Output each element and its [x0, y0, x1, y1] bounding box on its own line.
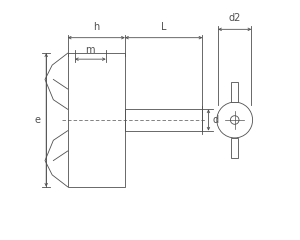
Bar [68, 53, 125, 187]
Bar [125, 109, 202, 131]
Bar [231, 138, 238, 158]
Text: L: L [161, 22, 167, 32]
Text: d2: d2 [229, 13, 241, 23]
Bar [231, 82, 238, 102]
Text: d: d [212, 115, 218, 125]
Text: e: e [35, 115, 41, 125]
Text: m: m [85, 45, 95, 55]
Text: h: h [93, 22, 99, 32]
